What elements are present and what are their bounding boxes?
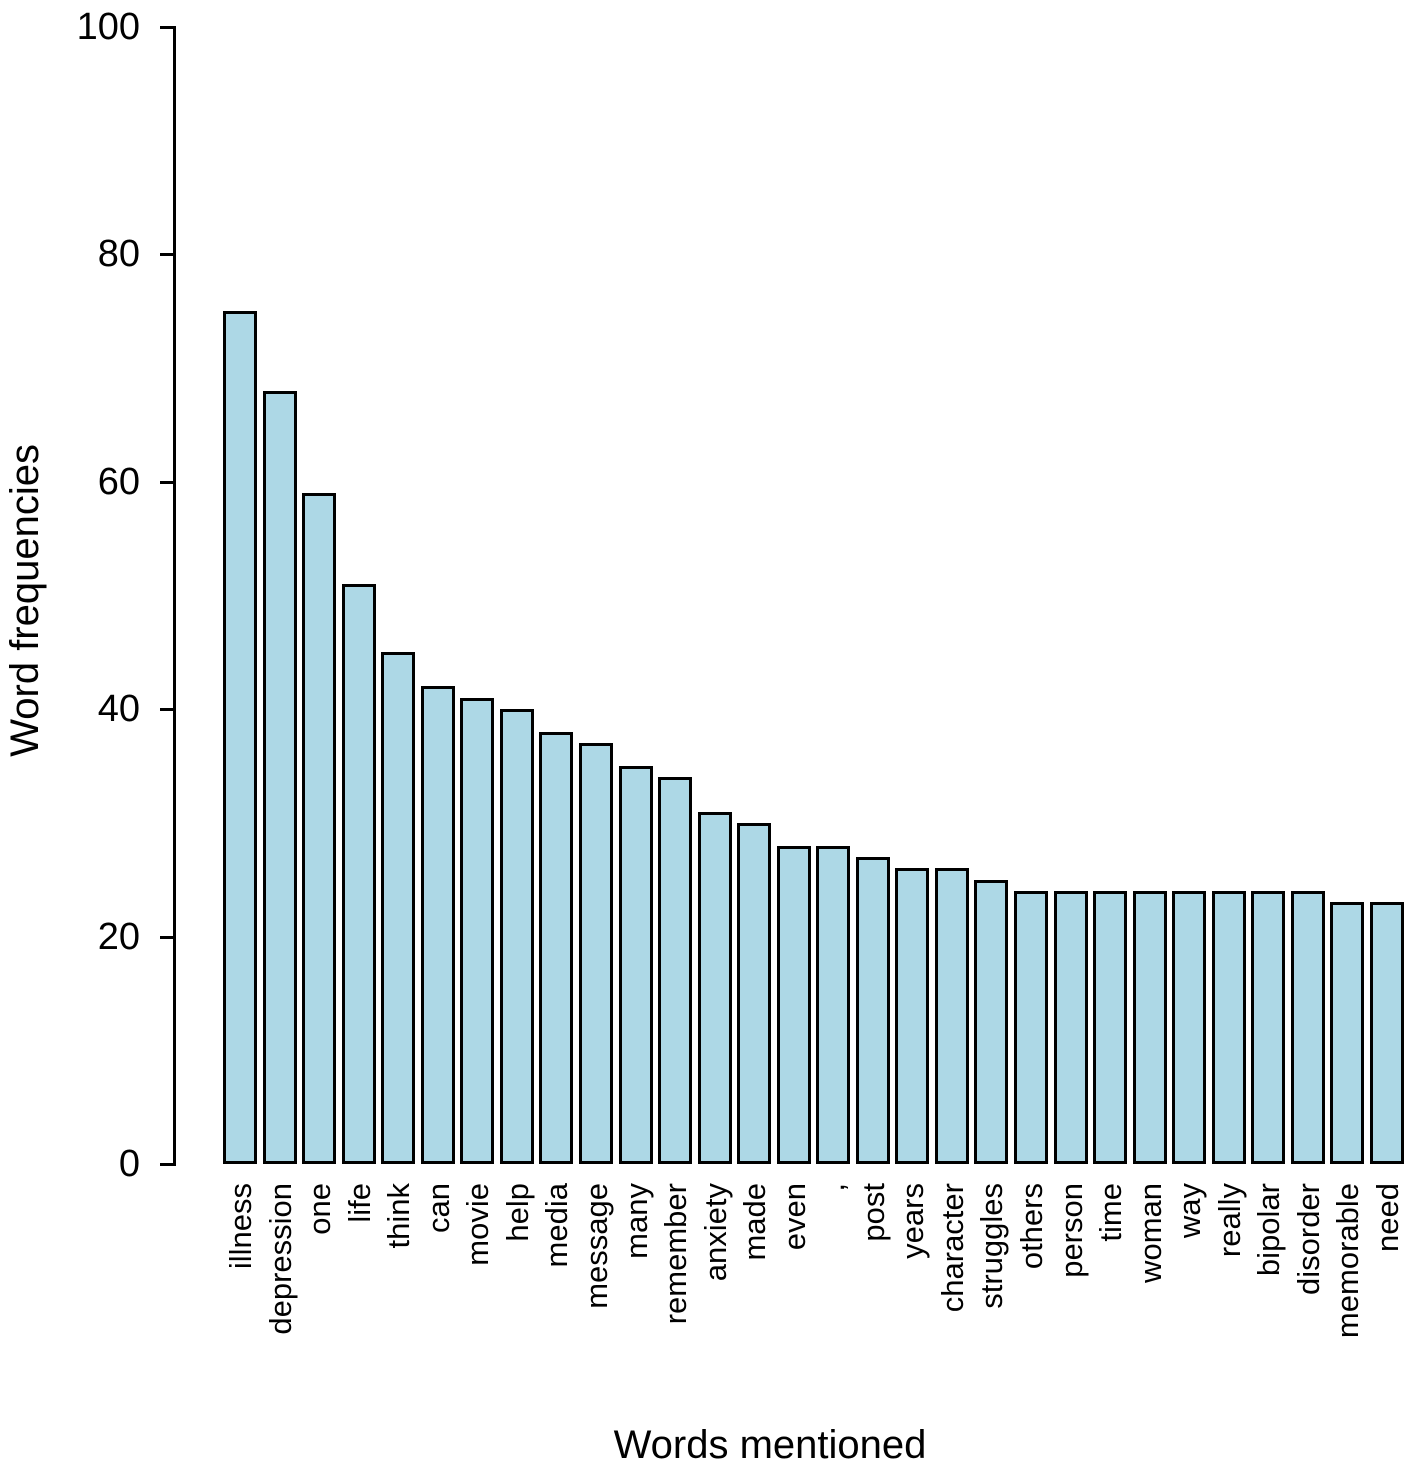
bar [737,823,771,1164]
bar [1212,891,1246,1164]
bar [539,732,573,1164]
bar [816,846,850,1164]
bar [579,743,613,1164]
bar [421,686,455,1164]
y-tick [160,253,174,257]
x-axis-label: message [579,1183,614,1309]
x-axis-label: woman [1133,1183,1168,1283]
bar [619,766,653,1164]
bar [777,846,811,1164]
x-axis-label: person [1054,1183,1089,1278]
y-tick-label: 20 [97,915,140,958]
y-tick-label: 100 [76,6,140,48]
bar [1330,902,1364,1164]
x-axis-label: remember [658,1183,693,1325]
x-axis-label: years [895,1183,930,1259]
bar [1014,891,1048,1164]
bar [1054,891,1088,1164]
bar [1251,891,1285,1164]
y-axis-title: Word frequencies [3,444,47,757]
bar [1093,891,1127,1164]
bar [895,868,929,1164]
bar [263,391,297,1164]
bar [302,493,336,1164]
y-tick [160,26,174,29]
x-axis-label: can [421,1183,456,1233]
x-axis-label: need [1370,1183,1405,1252]
bar [1291,891,1325,1164]
x-axis-label: character [935,1183,970,1313]
y-tick [160,1163,174,1166]
x-axis-label: post [856,1183,891,1242]
x-axis-title: Words mentioned [613,1423,927,1467]
y-tick [160,708,174,712]
x-axis-label: way [1172,1183,1207,1239]
bar [1133,891,1167,1164]
x-axis-label: memorable [1330,1183,1365,1339]
x-axis-label: disorder [1291,1183,1326,1295]
bar [856,857,890,1164]
y-tick-label: 0 [118,1143,140,1185]
bar [1172,891,1206,1164]
bar [974,880,1008,1164]
bar [500,709,534,1164]
x-axis-label: many [619,1183,654,1259]
y-tick [160,935,174,939]
y-tick-label: 60 [97,460,140,503]
x-axis-label: illness [223,1183,258,1270]
x-axis-label: others [1014,1183,1049,1270]
x-axis-label: help [500,1183,535,1242]
x-axis-label: life [342,1183,377,1223]
bar [1370,902,1404,1164]
bar [460,698,494,1164]
x-axis-label: made [737,1183,772,1261]
x-axis-label: struggles [974,1183,1009,1309]
y-tick [160,480,174,484]
y-axis-line [173,26,176,1166]
x-axis-label: time [1093,1183,1128,1242]
x-axis-label: movie [460,1183,495,1266]
bar [342,584,376,1164]
x-axis-label: one [302,1183,337,1235]
x-axis-label: , [816,1183,851,1192]
x-axis-label: depression [263,1183,298,1335]
bar [381,652,415,1164]
x-axis-label: media [539,1183,574,1268]
x-axis-label: even [777,1183,812,1251]
y-tick-label: 80 [97,233,140,276]
bar [935,868,969,1164]
y-tick-label: 40 [97,688,140,731]
bar [223,311,257,1164]
x-axis-label: really [1212,1183,1247,1258]
x-axis-label: bipolar [1251,1183,1286,1277]
x-axis-label: think [381,1183,416,1249]
bar [658,777,692,1164]
bar [698,812,732,1164]
x-axis-label: anxiety [698,1183,733,1282]
